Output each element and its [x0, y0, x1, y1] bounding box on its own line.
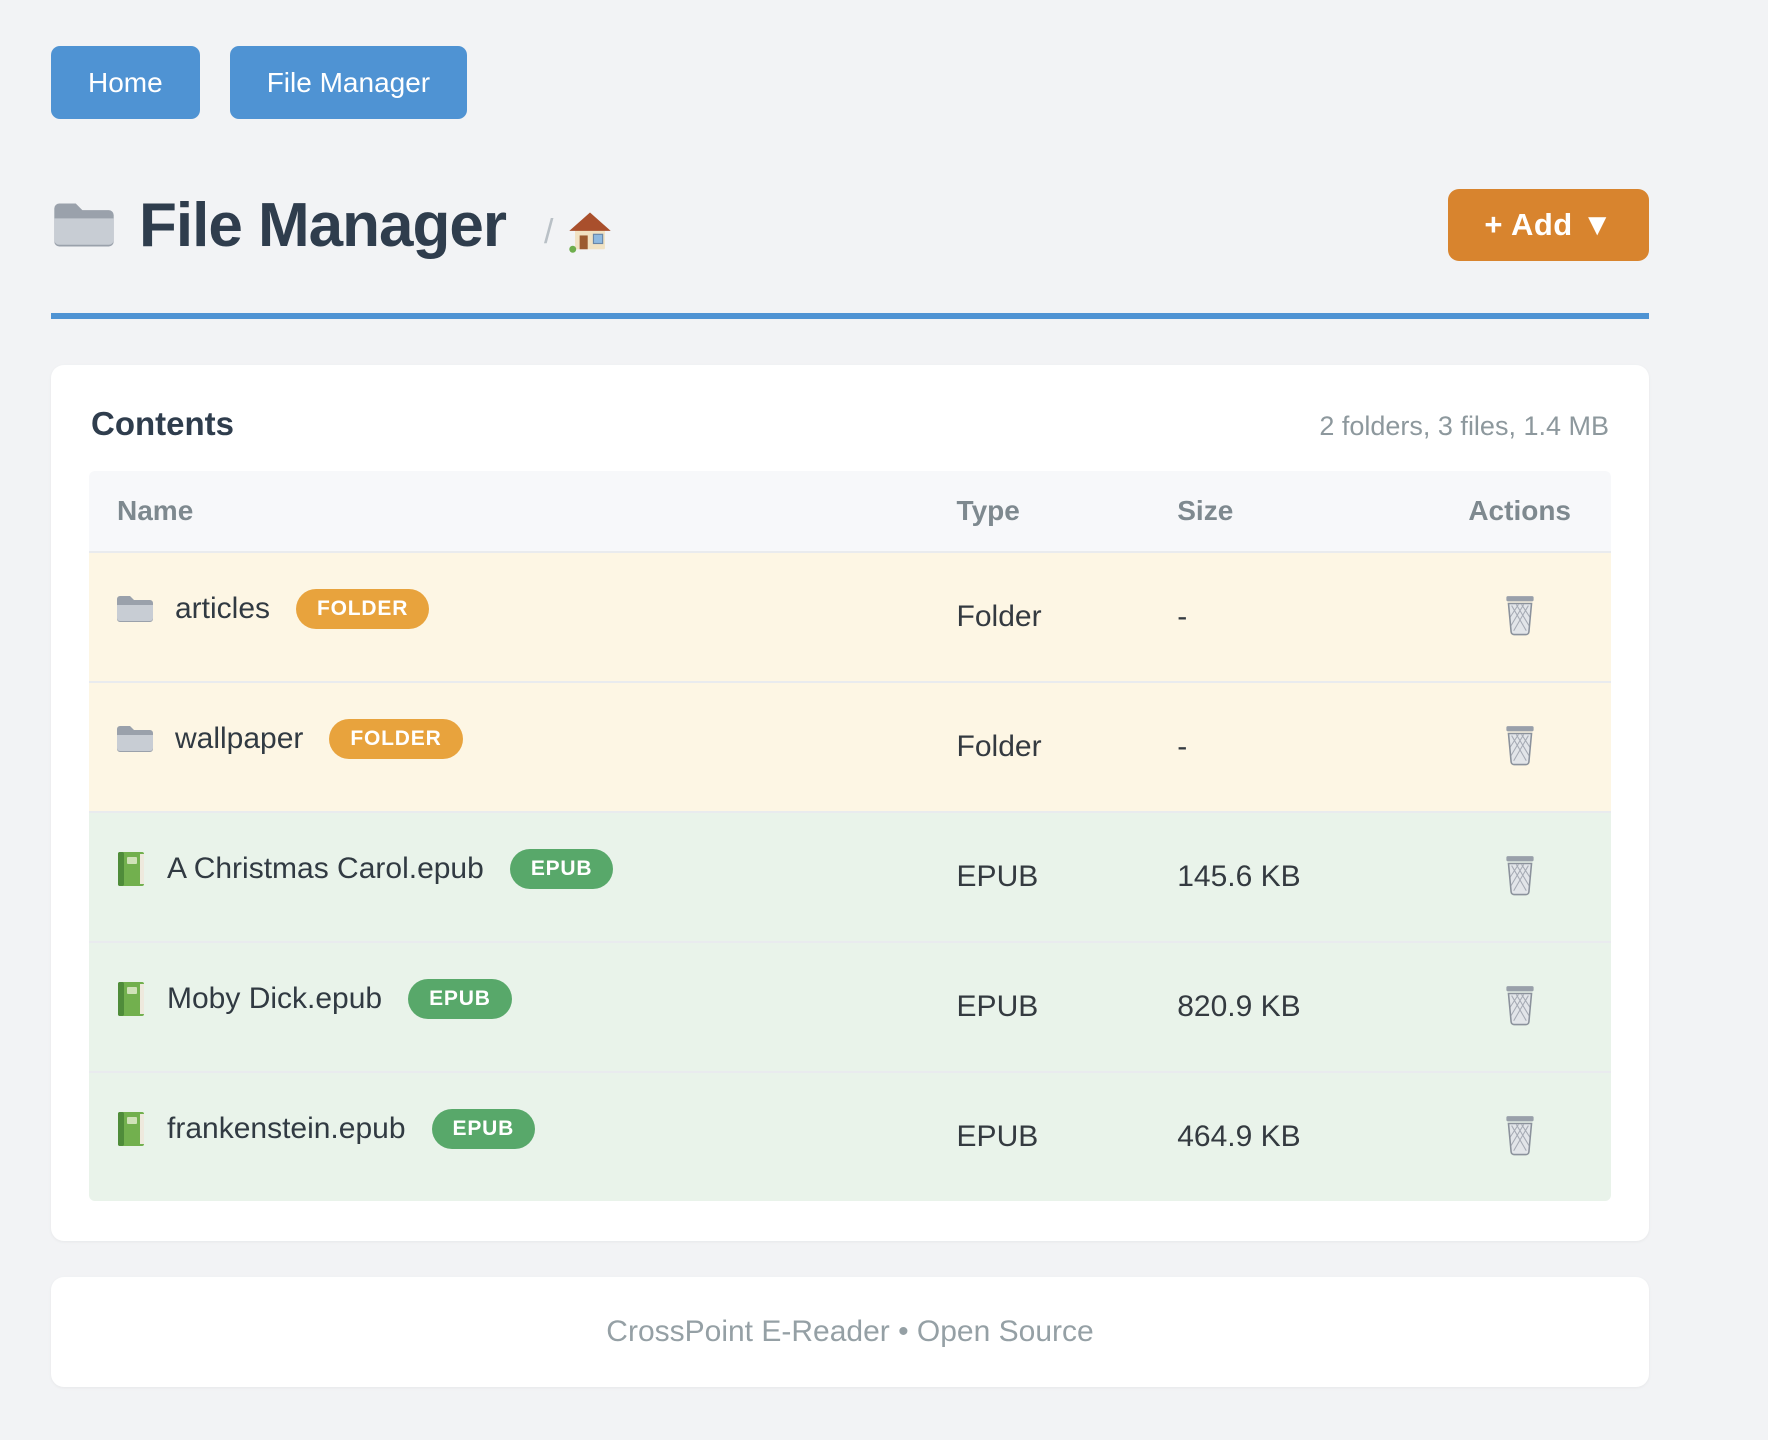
delete-button[interactable] [1497, 589, 1543, 641]
table-row[interactable]: Moby Dick.epub EPUB EPUB 820.9 KB [89, 942, 1611, 1072]
trash-icon [1501, 856, 1539, 900]
page-title: File Manager [139, 190, 507, 260]
file-type: Folder [956, 730, 1042, 763]
file-type: Folder [956, 600, 1042, 633]
table-row[interactable]: articles FOLDER Folder - [89, 552, 1611, 682]
file-manager-button[interactable]: File Manager [229, 46, 468, 119]
file-size: - [1177, 600, 1188, 633]
folder-icon [51, 198, 117, 252]
column-header-type: Type [956, 495, 1020, 526]
add-button[interactable]: + Add ▼ [1448, 189, 1649, 261]
footer-text: CrossPoint E-Reader • Open Source [606, 1315, 1094, 1348]
breadcrumb-separator: / [544, 212, 554, 251]
breadcrumb: / [544, 210, 613, 254]
delete-button[interactable] [1497, 979, 1543, 1031]
type-badge: FOLDER [329, 719, 463, 759]
table-header-row: Name Type Size Actions [89, 471, 1611, 552]
trash-icon [1501, 726, 1539, 770]
file-name: articles [175, 592, 271, 625]
trash-icon [1501, 986, 1539, 1030]
delete-button[interactable] [1497, 1109, 1543, 1161]
trash-icon [1501, 1116, 1539, 1160]
file-type: EPUB [956, 1120, 1039, 1153]
book-icon [115, 850, 147, 888]
column-header-size: Size [1177, 495, 1234, 526]
file-name: wallpaper [175, 722, 304, 755]
table-row[interactable]: A Christmas Carol.epub EPUB EPUB 145.6 K… [89, 812, 1611, 942]
table-row[interactable]: wallpaper FOLDER Folder - [89, 682, 1611, 812]
breadcrumb-nav: Home File Manager [51, 46, 1649, 119]
file-name: A Christmas Carol.epub [167, 852, 484, 885]
type-badge: EPUB [509, 849, 614, 889]
type-badge: FOLDER [296, 589, 430, 629]
divider [51, 313, 1649, 319]
table-row[interactable]: frankenstein.epub EPUB EPUB 464.9 KB [89, 1072, 1611, 1201]
folder-icon [115, 723, 155, 755]
contents-card: Contents 2 folders, 3 files, 1.4 MB Name… [51, 365, 1649, 1241]
folder-icon [115, 593, 155, 625]
file-size: - [1177, 730, 1188, 763]
book-icon [115, 980, 147, 1018]
file-table: Name Type Size Actions [89, 471, 1611, 1201]
table-body: articles FOLDER Folder - [89, 552, 1611, 1201]
column-header-name: Name [117, 495, 194, 526]
trash-icon [1501, 596, 1539, 640]
type-badge: EPUB [431, 1109, 536, 1149]
file-type: EPUB [956, 990, 1039, 1023]
file-size: 145.6 KB [1177, 860, 1301, 893]
contents-summary: 2 folders, 3 files, 1.4 MB [1319, 411, 1609, 441]
footer: CrossPoint E-Reader • Open Source [51, 1277, 1649, 1387]
type-badge: EPUB [408, 979, 512, 1019]
home-button[interactable]: Home [51, 46, 200, 119]
file-name: frankenstein.epub [167, 1112, 406, 1145]
column-header-actions: Actions [1468, 495, 1572, 526]
file-name: Moby Dick.epub [167, 982, 383, 1015]
file-type: EPUB [956, 860, 1039, 893]
add-button-label: + Add ▼ [1484, 207, 1613, 242]
home-icon[interactable] [567, 210, 613, 254]
contents-title: Contents [91, 405, 234, 442]
file-size: 464.9 KB [1177, 1120, 1301, 1153]
delete-button[interactable] [1497, 719, 1543, 771]
file-size: 820.9 KB [1177, 990, 1301, 1023]
book-icon [115, 1110, 147, 1148]
page-header: File Manager / + Add ▼ [51, 189, 1649, 261]
delete-button[interactable] [1497, 849, 1543, 901]
